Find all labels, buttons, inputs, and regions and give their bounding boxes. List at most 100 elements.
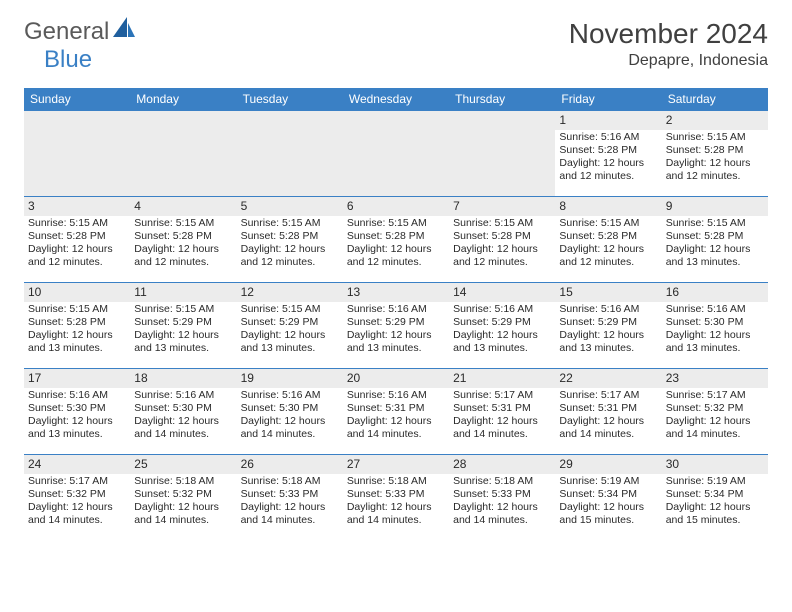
cell-daylight2: and 12 minutes. — [28, 256, 126, 269]
cell-daylight2: and 13 minutes. — [453, 342, 551, 355]
cell-sunrise: Sunrise: 5:17 AM — [559, 389, 657, 402]
calendar-cell: 19Sunrise: 5:16 AMSunset: 5:30 PMDayligh… — [237, 369, 343, 455]
cell-daylight1: Daylight: 12 hours — [241, 501, 339, 514]
weekday-header: Tuesday — [237, 88, 343, 111]
cell-sunset: Sunset: 5:33 PM — [241, 488, 339, 501]
calendar-cell: 6Sunrise: 5:15 AMSunset: 5:28 PMDaylight… — [343, 197, 449, 283]
cell-sunset: Sunset: 5:31 PM — [559, 402, 657, 415]
cell-sunrise: Sunrise: 5:18 AM — [453, 475, 551, 488]
weekday-header-row: Sunday Monday Tuesday Wednesday Thursday… — [24, 88, 768, 111]
day-number: 19 — [237, 369, 343, 388]
cell-daylight1: Daylight: 12 hours — [559, 415, 657, 428]
cell-sunset: Sunset: 5:31 PM — [453, 402, 551, 415]
day-number: 23 — [662, 369, 768, 388]
day-number: 1 — [555, 111, 661, 130]
cell-sunset: Sunset: 5:28 PM — [241, 230, 339, 243]
calendar-cell: 25Sunrise: 5:18 AMSunset: 5:32 PMDayligh… — [130, 455, 236, 541]
cell-sunset: Sunset: 5:34 PM — [666, 488, 764, 501]
day-number: 29 — [555, 455, 661, 474]
cell-daylight1: Daylight: 12 hours — [666, 157, 764, 170]
cell-daylight2: and 14 minutes. — [347, 428, 445, 441]
cell-daylight1: Daylight: 12 hours — [28, 415, 126, 428]
day-number: 26 — [237, 455, 343, 474]
day-number: 13 — [343, 283, 449, 302]
calendar-week-row: 24Sunrise: 5:17 AMSunset: 5:32 PMDayligh… — [24, 455, 768, 541]
cell-daylight2: and 14 minutes. — [666, 428, 764, 441]
calendar-page: General November 2024 Depapre, Indonesia… — [0, 0, 792, 559]
cell-daylight1: Daylight: 12 hours — [453, 243, 551, 256]
cell-sunset: Sunset: 5:30 PM — [666, 316, 764, 329]
cell-sunset: Sunset: 5:33 PM — [453, 488, 551, 501]
cell-daylight2: and 13 minutes. — [134, 342, 232, 355]
cell-daylight1: Daylight: 12 hours — [347, 243, 445, 256]
weekday-header: Wednesday — [343, 88, 449, 111]
cell-sunset: Sunset: 5:30 PM — [241, 402, 339, 415]
cell-daylight1: Daylight: 12 hours — [134, 243, 232, 256]
cell-sunrise: Sunrise: 5:15 AM — [28, 217, 126, 230]
cell-sunrise: Sunrise: 5:16 AM — [28, 389, 126, 402]
cell-sunset: Sunset: 5:34 PM — [559, 488, 657, 501]
day-number: 30 — [662, 455, 768, 474]
calendar-cell: 10Sunrise: 5:15 AMSunset: 5:28 PMDayligh… — [24, 283, 130, 369]
day-number: 28 — [449, 455, 555, 474]
cell-sunrise: Sunrise: 5:19 AM — [666, 475, 764, 488]
calendar-week-row: 10Sunrise: 5:15 AMSunset: 5:28 PMDayligh… — [24, 283, 768, 369]
cell-daylight1: Daylight: 12 hours — [347, 415, 445, 428]
cell-daylight2: and 15 minutes. — [559, 514, 657, 527]
cell-daylight2: and 13 minutes. — [666, 342, 764, 355]
cell-sunrise: Sunrise: 5:15 AM — [134, 217, 232, 230]
cell-sunset: Sunset: 5:29 PM — [241, 316, 339, 329]
calendar-cell: 9Sunrise: 5:15 AMSunset: 5:28 PMDaylight… — [662, 197, 768, 283]
calendar-cell: 28Sunrise: 5:18 AMSunset: 5:33 PMDayligh… — [449, 455, 555, 541]
calendar-body: 1Sunrise: 5:16 AMSunset: 5:28 PMDaylight… — [24, 111, 768, 541]
calendar-cell: 3Sunrise: 5:15 AMSunset: 5:28 PMDaylight… — [24, 197, 130, 283]
calendar-cell: 24Sunrise: 5:17 AMSunset: 5:32 PMDayligh… — [24, 455, 130, 541]
cell-sunrise: Sunrise: 5:15 AM — [347, 217, 445, 230]
calendar-cell: 18Sunrise: 5:16 AMSunset: 5:30 PMDayligh… — [130, 369, 236, 455]
cell-sunrise: Sunrise: 5:18 AM — [347, 475, 445, 488]
cell-daylight1: Daylight: 12 hours — [134, 501, 232, 514]
cell-sunrise: Sunrise: 5:15 AM — [28, 303, 126, 316]
day-number: 9 — [662, 197, 768, 216]
cell-daylight1: Daylight: 12 hours — [134, 329, 232, 342]
cell-daylight1: Daylight: 12 hours — [666, 329, 764, 342]
calendar-cell — [130, 111, 236, 197]
calendar-cell — [237, 111, 343, 197]
cell-sunset: Sunset: 5:33 PM — [347, 488, 445, 501]
cell-daylight1: Daylight: 12 hours — [241, 329, 339, 342]
cell-daylight2: and 14 minutes. — [241, 514, 339, 527]
calendar-cell: 26Sunrise: 5:18 AMSunset: 5:33 PMDayligh… — [237, 455, 343, 541]
cell-sunset: Sunset: 5:28 PM — [453, 230, 551, 243]
day-number: 4 — [130, 197, 236, 216]
cell-daylight1: Daylight: 12 hours — [28, 243, 126, 256]
cell-daylight1: Daylight: 12 hours — [28, 501, 126, 514]
day-number: 24 — [24, 455, 130, 474]
month-title: November 2024 — [569, 18, 768, 50]
calendar-cell: 27Sunrise: 5:18 AMSunset: 5:33 PMDayligh… — [343, 455, 449, 541]
calendar-cell: 5Sunrise: 5:15 AMSunset: 5:28 PMDaylight… — [237, 197, 343, 283]
calendar-cell: 11Sunrise: 5:15 AMSunset: 5:29 PMDayligh… — [130, 283, 236, 369]
day-number: 2 — [662, 111, 768, 130]
calendar-cell: 22Sunrise: 5:17 AMSunset: 5:31 PMDayligh… — [555, 369, 661, 455]
cell-daylight1: Daylight: 12 hours — [559, 157, 657, 170]
cell-sunrise: Sunrise: 5:15 AM — [666, 131, 764, 144]
logo-sail-icon — [113, 17, 135, 42]
cell-sunset: Sunset: 5:28 PM — [559, 144, 657, 157]
cell-sunset: Sunset: 5:29 PM — [453, 316, 551, 329]
weekday-header: Saturday — [662, 88, 768, 111]
cell-sunrise: Sunrise: 5:16 AM — [134, 389, 232, 402]
day-number: 18 — [130, 369, 236, 388]
cell-sunset: Sunset: 5:32 PM — [28, 488, 126, 501]
cell-sunset: Sunset: 5:31 PM — [347, 402, 445, 415]
calendar-week-row: 3Sunrise: 5:15 AMSunset: 5:28 PMDaylight… — [24, 197, 768, 283]
cell-sunrise: Sunrise: 5:16 AM — [559, 303, 657, 316]
cell-daylight2: and 13 minutes. — [666, 256, 764, 269]
cell-sunset: Sunset: 5:28 PM — [666, 230, 764, 243]
cell-daylight1: Daylight: 12 hours — [453, 501, 551, 514]
cell-daylight2: and 12 minutes. — [347, 256, 445, 269]
day-number: 14 — [449, 283, 555, 302]
cell-sunrise: Sunrise: 5:15 AM — [134, 303, 232, 316]
calendar-cell: 29Sunrise: 5:19 AMSunset: 5:34 PMDayligh… — [555, 455, 661, 541]
cell-daylight1: Daylight: 12 hours — [241, 415, 339, 428]
cell-daylight2: and 14 minutes. — [134, 428, 232, 441]
